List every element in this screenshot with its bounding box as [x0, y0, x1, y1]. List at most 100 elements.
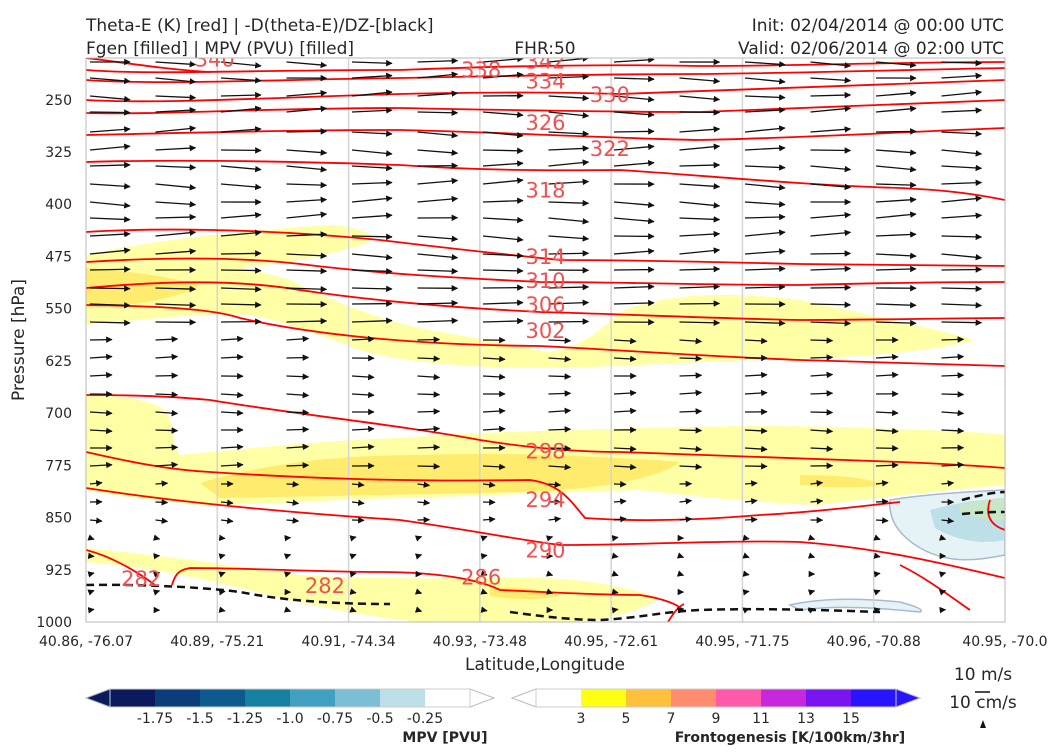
y-tick-label: 775 [45, 458, 72, 474]
theta-e-label: 286 [461, 565, 501, 589]
x-tick-label: 40.95, -72.61 [564, 634, 658, 650]
wind-vector [287, 131, 327, 132]
colorbar-segment [155, 689, 201, 707]
theta-e-label: 318 [525, 178, 565, 202]
wind-vector [614, 537, 618, 538]
wind-vector [745, 574, 749, 575]
wind-vector [90, 288, 130, 289]
theta-e-label: 282 [121, 567, 161, 591]
wind-vector [418, 394, 440, 395]
wind-vector [876, 501, 888, 502]
wind-vector [418, 339, 440, 340]
colorbar-segment [536, 689, 582, 707]
colorbar-segment [110, 689, 156, 707]
wind-vector [680, 430, 702, 431]
wind-vector [549, 393, 571, 394]
colorbar-tick-label: 9 [712, 711, 721, 727]
wind-vector [680, 322, 720, 323]
mpv-colorbar: -1.75-1.5-1.25-1.0-0.75-0.5-0.25 [86, 689, 494, 727]
y-tick-label: 850 [45, 511, 72, 527]
wind-vector [811, 412, 833, 413]
wind-vector [156, 430, 178, 431]
wind-vector [876, 556, 880, 557]
vector-key-arrow-v [980, 720, 986, 728]
y-tick-label: 700 [45, 406, 72, 422]
y-tick-label: 1000 [36, 615, 72, 631]
wind-vector [680, 358, 702, 359]
wind-vector [287, 376, 309, 377]
colorbar-tick-label: -1.75 [137, 711, 173, 727]
theta-e-label: 334 [525, 70, 565, 94]
y-tick-label: 475 [45, 249, 72, 265]
theta-e-label: 306 [525, 293, 565, 317]
theta-e-label: 298 [525, 439, 565, 463]
wind-vector [811, 287, 851, 288]
wind-vector [483, 150, 523, 151]
colorbar-segment [716, 689, 762, 707]
colorbar-segment [671, 689, 717, 707]
colorbar-tick-label: 3 [577, 711, 586, 727]
wind-vector [614, 131, 654, 132]
y-tick-label: 400 [45, 197, 72, 213]
wind-vector [811, 253, 851, 254]
theta-e-label: 322 [590, 137, 630, 161]
wind-vector [942, 394, 964, 395]
colorbar-segment [851, 689, 897, 707]
x-tick-label: 40.96, -70.88 [827, 634, 921, 650]
wind-vector [942, 339, 964, 340]
mpv-colorbar-label: MPV [PVU] [402, 730, 487, 746]
wind-vector [352, 592, 356, 593]
colorbar-tick-label: -0.5 [366, 711, 393, 727]
x-tick-label: 40.95, -71.75 [695, 634, 789, 650]
valid-time: Valid: 02/06/2014 @ 02:00 UTC [738, 39, 1004, 59]
theta-e-label: 290 [525, 538, 565, 562]
vector-key: 10 m/s 10 cm/s [949, 665, 1017, 728]
wind-vector [745, 591, 749, 592]
wind-vector [680, 375, 702, 376]
wind-vector [287, 412, 309, 413]
y-tick-label: 625 [45, 354, 72, 370]
colorbar-tick-label: -1.25 [227, 711, 263, 727]
y-tick-label: 550 [45, 302, 72, 318]
colorbar-segment [761, 689, 807, 707]
wind-vector [811, 340, 833, 341]
wind-vector [483, 555, 487, 556]
wind-vector [745, 519, 757, 520]
theta-e-label: 330 [590, 83, 630, 107]
wind-vector [614, 556, 618, 557]
wind-vector [418, 447, 440, 448]
wind-vector [614, 592, 618, 593]
wind-vector [156, 502, 168, 503]
theta-e-label: 302 [525, 319, 565, 343]
x-axis-label: Latitude,Longitude [465, 655, 625, 675]
colorbar-tick-label: 11 [752, 711, 770, 727]
y-tick-label: 250 [45, 93, 72, 109]
colorbar-segment [335, 689, 381, 707]
wind-vector [680, 411, 702, 412]
colorbar-segment [581, 689, 627, 707]
colorbar-segment [380, 689, 426, 707]
wind-vector [942, 375, 964, 376]
wind-vector [287, 484, 299, 485]
theta-e-label: 326 [525, 111, 565, 135]
colorbar-tick-label: 7 [667, 711, 676, 727]
wind-vector [221, 591, 225, 592]
wind-vector [942, 269, 982, 270]
theta-e-label: 338 [461, 58, 501, 82]
wind-vector [90, 269, 130, 270]
wind-vector [287, 465, 309, 466]
wind-vector [549, 376, 571, 377]
wind-vector [549, 429, 571, 430]
wind-vector [614, 609, 618, 610]
wind-vector [680, 303, 720, 304]
wind-vector [221, 253, 261, 254]
theta-e-label: 282 [305, 574, 345, 598]
init-time: Init: 02/04/2014 @ 00:00 UTC [752, 16, 1004, 36]
vector-key-label-2: 10 cm/s [949, 693, 1017, 713]
wind-vector [156, 447, 178, 448]
wind-vector [287, 429, 309, 430]
forecast-hour: FHR:50 [514, 39, 575, 59]
